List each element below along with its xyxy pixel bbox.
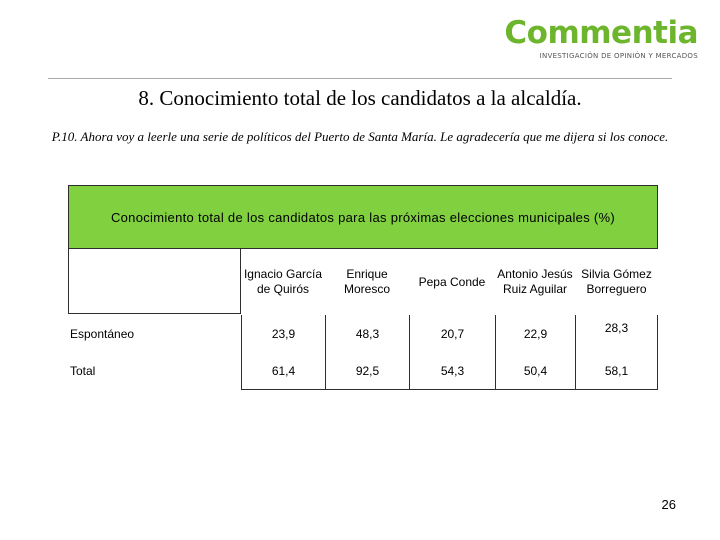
column-header-row: Ignacio García de Quirós Enrique Moresco… — [68, 249, 658, 315]
row-label-espontaneo: Espontáneo — [70, 326, 135, 341]
table-header: Conocimiento total de los candidatos par… — [68, 185, 658, 249]
table-bottom-border — [241, 389, 658, 390]
results-table: Conocimiento total de los candidatos par… — [68, 185, 658, 390]
question-text: P.10. Ahora voy a leerle una serie de po… — [51, 129, 669, 144]
logo-tagline: INVESTIGACIÓN DE OPINIÓN Y MERCADOS — [539, 52, 698, 60]
table-cell: 50,4 — [495, 352, 575, 389]
table-cell: 92,5 — [325, 352, 409, 389]
table-header-text: Conocimiento total de los candidatos par… — [110, 209, 616, 225]
page-title: 8. Conocimiento total de los candidatos … — [138, 86, 582, 110]
header-divider — [48, 78, 672, 79]
table-cell: 20,7 — [409, 315, 495, 352]
table-cell: 48,3 — [325, 315, 409, 352]
row-label-total: Total — [70, 363, 96, 378]
corner-cell — [68, 249, 241, 314]
table-cell: 22,9 — [495, 315, 575, 352]
table-cell: 23,9 — [241, 315, 325, 352]
logo-name: Commentia — [504, 15, 698, 51]
company-logo: Commentia INVESTIGACIÓN DE OPINIÓN Y MER… — [504, 16, 698, 61]
table-row: Total 61,4 92,5 54,3 50,4 58,1 — [68, 352, 658, 389]
column-header-garcia-de-quiros: Ignacio García de Quirós — [243, 267, 323, 296]
column-header-conde: Pepa Conde — [418, 274, 486, 289]
table-cell: 58,1 — [575, 352, 658, 389]
column-header-ruiz-aguilar: Antonio Jesús Ruiz Aguilar — [497, 267, 573, 296]
table-row: Espontáneo 23,9 48,3 20,7 22,9 28,3 — [68, 315, 658, 352]
table-cell: 54,3 — [409, 352, 495, 389]
column-header-gomez-borreguero: Silvia Gómez Borreguero — [581, 267, 652, 296]
table-cell: 61,4 — [241, 352, 325, 389]
column-header-moresco: Enrique Moresco — [343, 267, 390, 296]
page-number: 26 — [661, 497, 676, 512]
table-cell: 28,3 — [575, 315, 658, 352]
